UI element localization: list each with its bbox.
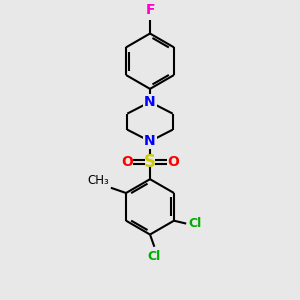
Text: Cl: Cl	[188, 217, 202, 230]
Text: N: N	[144, 95, 156, 109]
Text: O: O	[121, 155, 133, 169]
Text: O: O	[167, 155, 179, 169]
Text: F: F	[145, 4, 155, 17]
Text: CH₃: CH₃	[88, 174, 110, 187]
Text: Cl: Cl	[148, 250, 161, 263]
Text: N: N	[144, 134, 156, 148]
Text: S: S	[144, 153, 156, 171]
